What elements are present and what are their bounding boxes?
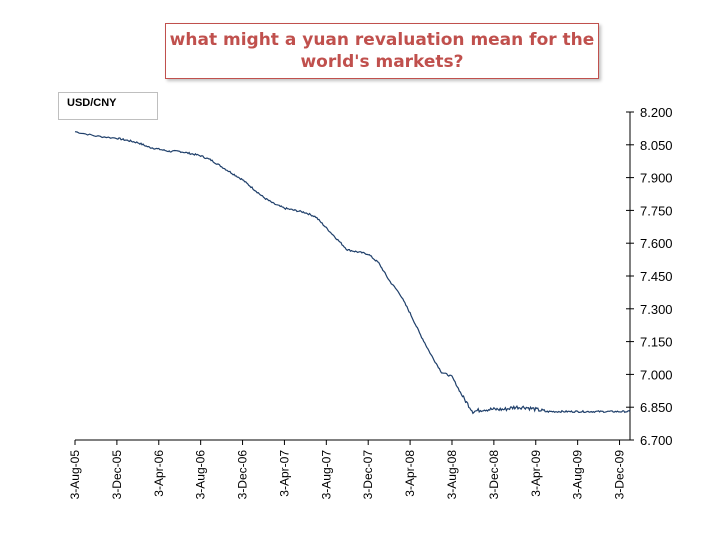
usd-cny-line (74, 131, 631, 415)
x-tick-label: 3-Dec-05 (110, 450, 124, 500)
x-tick-label: 3-Dec-06 (236, 450, 250, 500)
y-tick-label: 7.750 (640, 203, 673, 218)
x-tick-label: 3-Dec-07 (361, 450, 375, 500)
x-tick-label: 3-Apr-06 (152, 450, 166, 497)
x-tick-label: 3-Dec-09 (613, 450, 627, 500)
x-tick-label: 3-Aug-07 (319, 450, 333, 500)
y-tick-label: 8.050 (640, 138, 673, 153)
x-tick-label: 3-Apr-08 (403, 450, 417, 497)
y-tick-label: 6.700 (640, 433, 673, 448)
x-tick-label: 3-Aug-05 (68, 450, 82, 500)
y-tick-label: 7.900 (640, 171, 673, 186)
y-tick-label: 7.450 (640, 269, 673, 284)
y-tick-label: 7.150 (640, 335, 673, 350)
x-tick-label: 3-Aug-09 (571, 450, 585, 500)
y-tick-label: 7.000 (640, 367, 673, 382)
y-tick-label: 6.850 (640, 400, 673, 415)
x-tick-label: 3-Apr-09 (529, 450, 543, 497)
x-tick-label: 3-Aug-08 (445, 450, 459, 500)
y-tick-label: 8.200 (640, 105, 673, 120)
series-label: USD/CNY (58, 92, 158, 120)
y-tick-label: 7.600 (640, 236, 673, 251)
y-tick-label: 7.300 (640, 302, 673, 317)
x-tick-label: 3-Aug-06 (194, 450, 208, 500)
x-tick-label: 3-Dec-08 (487, 450, 501, 500)
chart-title: what might a yuan revaluation mean for t… (165, 23, 599, 79)
x-tick-label: 3-Apr-07 (277, 450, 291, 497)
